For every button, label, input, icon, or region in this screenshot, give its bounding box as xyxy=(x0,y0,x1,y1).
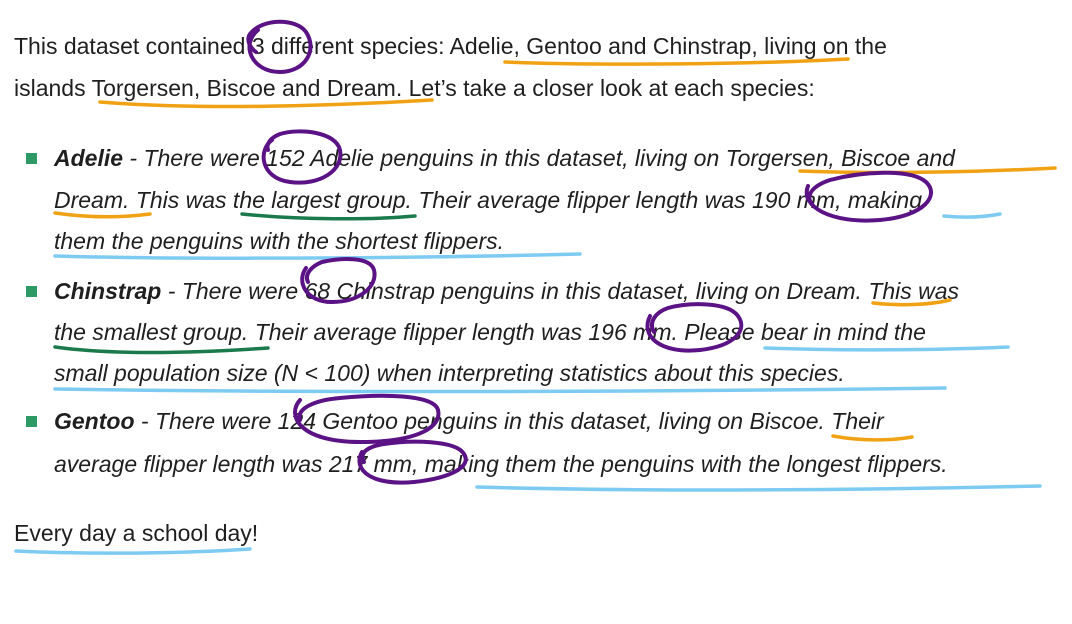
item-text: - There were 124 Gentoo penguins in this… xyxy=(134,408,884,434)
list-item-adelie-line-3: them the penguins with the shortest flip… xyxy=(54,228,505,254)
list-item-chinstrap-line-1: Chinstrap - There were 68 Chinstrap peng… xyxy=(54,276,959,306)
list-item-gentoo-line-1: Gentoo - There were 124 Gentoo penguins … xyxy=(54,406,884,436)
blue-underline xyxy=(53,386,947,394)
item-text: - There were 68 Chinstrap penguins in th… xyxy=(161,278,960,304)
list-item-gentoo-line-2: average flipper length was 217 mm, makin… xyxy=(54,451,948,477)
blue-underline xyxy=(475,484,1042,492)
species-name: Gentoo xyxy=(54,408,135,434)
closing-line: Every day a school day! xyxy=(14,520,259,546)
intro-line-1: This dataset contained 3 different speci… xyxy=(14,33,887,59)
green-underline xyxy=(53,345,270,355)
orange-underline xyxy=(831,434,914,442)
blue-underline xyxy=(14,547,252,555)
intro-line-2: islands Torgersen, Biscoe and Dream. Let… xyxy=(14,75,815,101)
item-text: - There were 152 Adelie penguins in this… xyxy=(123,145,955,171)
list-item-adelie-line-2: Dream. This was the largest group. Their… xyxy=(54,187,923,213)
list-item-adelie-line-1: Adelie - There were 152 Adelie penguins … xyxy=(54,143,955,173)
species-name: Adelie xyxy=(54,145,124,171)
bullet-icon xyxy=(26,153,37,164)
list-item-chinstrap-line-3: small population size (N < 100) when int… xyxy=(54,360,845,386)
bullet-icon xyxy=(26,416,37,427)
blue-underline xyxy=(763,345,1010,352)
blue-underline xyxy=(942,212,1002,219)
species-name: Chinstrap xyxy=(54,278,162,304)
bullet-icon xyxy=(26,286,37,297)
list-item-chinstrap-line-2: the smallest group. Their average flippe… xyxy=(54,319,926,345)
